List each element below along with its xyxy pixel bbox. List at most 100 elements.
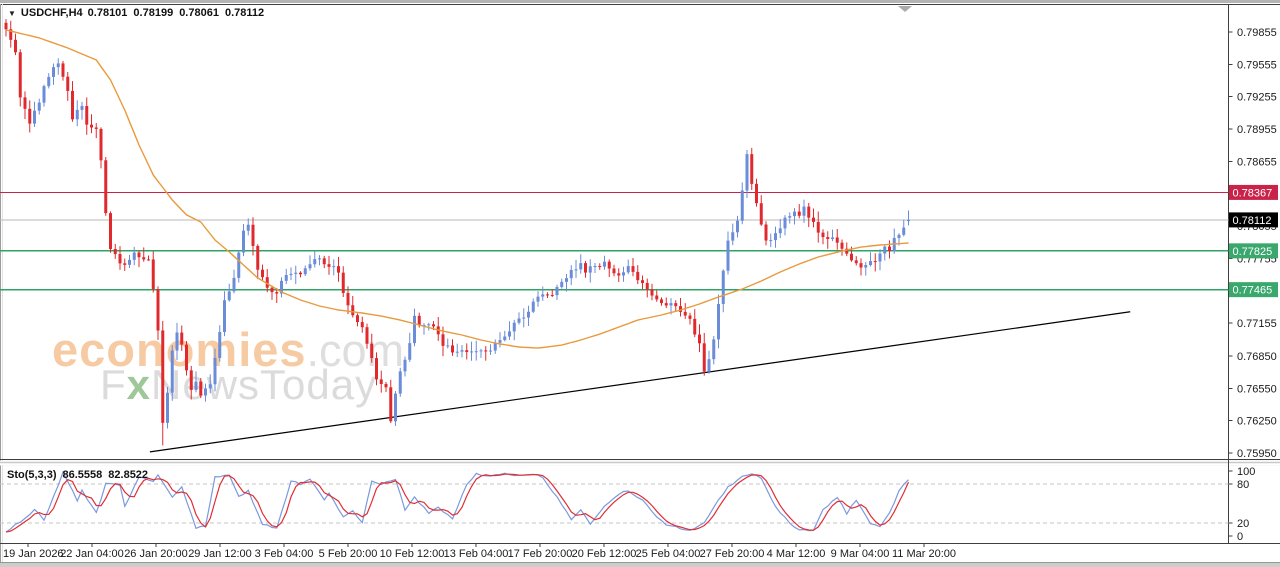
candle [726,231,730,275]
candle [394,390,397,426]
candle [351,296,355,318]
candle [584,260,587,278]
y-axis-label: 0.75950 [1237,448,1277,460]
candle [693,309,697,338]
candle [907,210,910,226]
candle [835,229,839,250]
x-axis-label: 19 Jan 2026 [3,548,64,560]
candle [284,268,288,285]
high-value: 0.78199 [133,7,174,19]
price-tags: 0.78367 0.78112 0.77825 0.77465 [1229,184,1278,298]
candle [265,269,269,293]
candle [256,244,260,280]
candle [375,352,378,386]
collapse-chart-arrow-icon[interactable]: ▼ [8,8,16,18]
stochastic-name: Sto(5,3,3) [7,469,57,481]
price-tag-support: 0.77465 [1229,282,1278,298]
candle [427,322,431,331]
candle [769,233,773,248]
candle [783,215,787,236]
candle [546,292,549,298]
ascending-trendline[interactable] [149,311,1131,453]
chart-shift-marker-icon[interactable] [898,6,912,12]
candle [816,211,820,243]
x-axis-label: 26 Jan 20:00 [124,548,188,560]
candle [161,320,165,446]
candle [327,255,331,275]
pane-frame [0,4,1280,544]
close-value: 0.78112 [224,7,265,19]
candle [403,356,407,377]
candles-group [4,19,910,446]
stochastic-axis-label: 0 [1237,531,1243,543]
candle [337,256,340,282]
candle [484,346,488,361]
candle [384,381,388,393]
candle [142,247,146,262]
watermark-tagline-f: F [100,361,127,408]
candle [47,73,51,89]
x-axis-label: 9 Mar 04:00 [831,548,890,560]
candle [365,323,369,349]
candle [170,345,174,401]
candle [166,386,169,429]
candle [721,269,725,313]
price-tag-support: 0.77825 [1229,243,1278,259]
candle [660,297,663,306]
candle [560,278,564,289]
candle [451,339,454,356]
candle [550,289,554,298]
candle [797,204,801,219]
candle [189,365,193,400]
candle [242,224,245,257]
candle [33,101,36,127]
candle [864,261,868,276]
candle [341,266,345,297]
candle [574,259,578,278]
candle [840,239,844,256]
candle [270,285,274,300]
candle [246,218,250,236]
candle [778,218,782,239]
candle [261,264,264,282]
candle [588,259,592,283]
candle [470,341,473,361]
candle [227,283,231,302]
candle [56,58,60,75]
candle [455,343,459,358]
candle [788,212,792,224]
candle [204,383,207,402]
y-axis-label: 0.78955 [1237,124,1277,136]
candle [113,243,117,259]
candle [413,308,416,347]
candle [379,370,383,393]
candle [360,316,364,333]
candle [389,379,393,424]
candle [99,127,103,169]
watermark-brand: economies.com [52,326,404,373]
candle [318,255,321,266]
moving-average-line [5,29,909,349]
candle [740,182,744,225]
watermark-tagline-rest: NewsToday [151,361,378,408]
y-axis-label: 0.76550 [1237,383,1277,395]
x-axis-label: 10 Feb 12:00 [380,548,445,560]
svg-text:0.77825: 0.77825 [1233,246,1273,258]
candle [617,268,621,282]
candle [75,100,79,127]
candle [232,269,236,294]
candle [631,258,635,277]
candle [180,325,184,351]
candle [14,33,17,56]
candle [147,255,150,261]
candle [151,251,155,293]
candle [536,291,540,307]
candle [645,278,649,298]
candle [679,297,682,317]
candle [109,211,112,253]
candle [878,249,882,271]
candle [370,333,374,363]
